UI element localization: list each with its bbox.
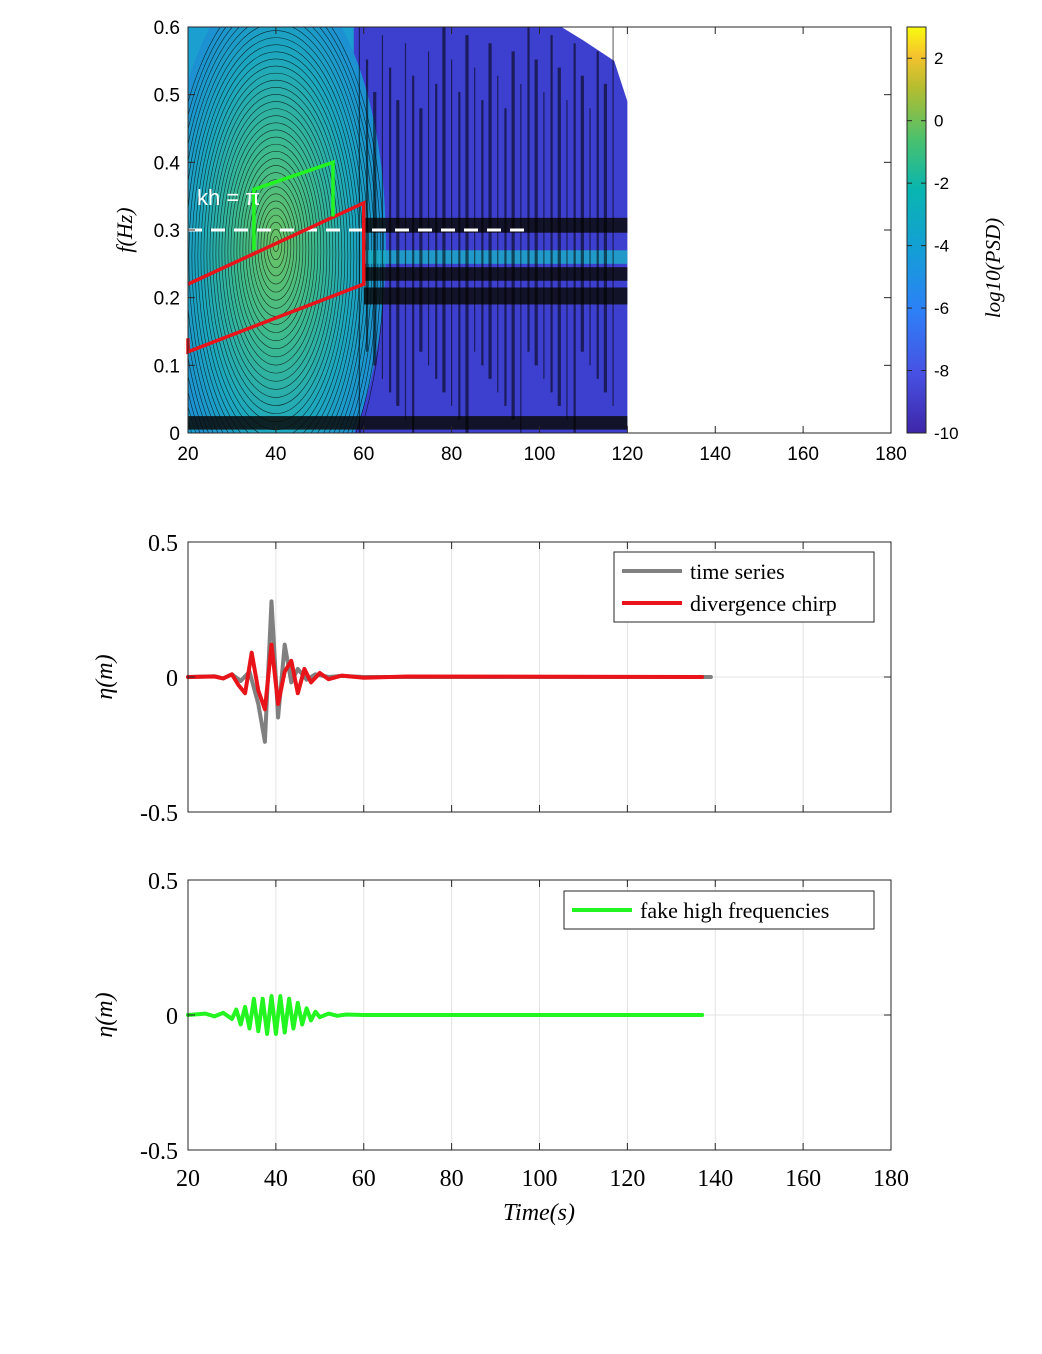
contour-line — [233, 143, 319, 358]
x-tick-label: 160 — [785, 1166, 821, 1192]
fake-hf-panel: 20 40 60 80 100 120 140 160 180 -0.5 0 0.5 η(m) Tim… — [92, 869, 909, 1226]
x-tick-label: 120 — [609, 1166, 645, 1192]
fake-hf-ylabel: η(m) — [92, 992, 118, 1037]
spectrum-empty-region — [482, 27, 628, 102]
spectrum-band — [363, 267, 628, 281]
x-tick-label: 20 — [176, 1166, 200, 1192]
x-tick-label: 140 — [697, 1166, 733, 1192]
colorbar-tick-label: 0 — [934, 112, 943, 131]
x-tick-label: 20 — [177, 444, 198, 465]
x-tick-label: 160 — [787, 444, 819, 465]
legend-box — [613, 551, 875, 623]
timeseries-lines — [186, 599, 713, 744]
x-tick-label: 40 — [264, 1166, 288, 1192]
contour-line — [239, 158, 313, 342]
kh-annotation: kh = π — [197, 185, 261, 210]
spectrum-band — [363, 287, 628, 305]
fake-hf-ticks: 20 40 60 80 100 120 140 160 180 -0.5 0 0.5 — [140, 869, 909, 1192]
x-tick-label: 100 — [524, 444, 556, 465]
x-tick-label: 100 — [522, 1166, 558, 1192]
y-tick-label: -0.5 — [140, 801, 178, 827]
x-tick-label: 180 — [875, 444, 907, 465]
x-tick-label: 60 — [352, 1166, 376, 1192]
contour-line — [260, 207, 292, 285]
legend-label-fake-high-frequencies: fake high frequencies — [640, 898, 829, 923]
spectrogram-xticks: 20 40 60 80 100 120 140 160 180 — [177, 27, 907, 465]
contour-line — [251, 186, 301, 309]
y-tick-label: 0.5 — [148, 531, 178, 557]
timeseries-ylabel: η(m) — [92, 654, 118, 699]
spectrum-band — [188, 416, 628, 430]
y-tick-label: 0.1 — [154, 356, 180, 377]
contour-line — [236, 150, 316, 350]
x-tick-label: 140 — [699, 444, 731, 465]
contour-line — [266, 221, 286, 269]
spectrum-peak — [188, 27, 386, 433]
contour-line — [242, 165, 310, 333]
contour-line — [257, 200, 295, 293]
x-tick-label: 180 — [873, 1166, 909, 1192]
x-tick-label: 60 — [353, 444, 374, 465]
colorbar-tick-label: 2 — [934, 49, 943, 68]
colorbar-tick-label: -8 — [934, 362, 949, 381]
colorbar-tick-label: -10 — [934, 424, 959, 443]
contour-line — [263, 214, 289, 277]
spectrogram-panel: 20 40 60 80 100 120 140 160 180 00.10.20.30.40.5… — [112, 18, 1005, 465]
x-tick-label: 120 — [612, 444, 644, 465]
y-tick-label: 0.6 — [154, 18, 180, 39]
y-tick-label: 0.2 — [154, 289, 180, 310]
legend-label-divergence-chirp: divergence chirp — [690, 591, 837, 616]
colorbar-ticks: -10 -8 -6 -4 -2 0 2 — [907, 49, 959, 443]
y-tick-label: -0.5 — [140, 1139, 178, 1165]
colorbar-gradient — [906, 26, 927, 434]
series-line-fake-high-frequencies — [186, 994, 705, 1036]
contour-line — [245, 172, 307, 325]
y-tick-label: 0 — [166, 1004, 178, 1030]
y-tick-label: 0.5 — [148, 869, 178, 895]
spectrogram-ylabel: f(Hz) — [112, 207, 137, 252]
timeseries-legend: time series divergence chirp — [613, 551, 875, 623]
series-line-divergence-chirp — [186, 642, 705, 712]
x-tick-label: 80 — [440, 1166, 464, 1192]
colorbar-label: log10(PSD) — [981, 218, 1005, 318]
y-tick-label: 0 — [169, 424, 180, 445]
contour-line — [224, 122, 328, 382]
spectrogram-contours — [188, 27, 628, 433]
spectrum-band — [363, 250, 628, 264]
legend-label-time-series: time series — [690, 559, 785, 584]
y-tick-label: 0.4 — [154, 153, 181, 174]
timeseries-panel: -0.5 0 0.5 η(m) time series divergence chi… — [92, 531, 892, 827]
colorbar-tick-label: -4 — [934, 237, 949, 256]
contour-line — [203, 72, 349, 433]
colorbar-tick-label: -2 — [934, 174, 949, 193]
contour-line — [227, 129, 325, 374]
contour-line — [215, 101, 337, 406]
contour-line — [221, 115, 331, 390]
x-tick-label: 80 — [441, 444, 462, 465]
fake-hf-legend: fake high frequencies — [563, 890, 875, 930]
fake-hf-lines — [186, 994, 705, 1036]
contour-line — [212, 94, 340, 414]
contour-line — [197, 58, 355, 433]
x-tick-label: 40 — [265, 444, 286, 465]
y-tick-label: 0.5 — [154, 86, 180, 107]
contour-line — [218, 108, 334, 398]
contour-line — [194, 51, 358, 433]
contour-line — [230, 136, 322, 366]
green-selection-polygon — [252, 159, 335, 251]
timeseries-ticks: -0.5 0 0.5 — [140, 531, 892, 827]
y-tick-label: 0 — [166, 666, 178, 692]
spectrogram-yticks: 0 0.1 0.2 0.3 0.4 0.5 0.6 — [154, 18, 891, 445]
contour-line — [200, 65, 352, 433]
y-tick-label: 0.3 — [154, 221, 180, 242]
fake-hf-xlabel: Time(s) — [503, 1200, 575, 1226]
colorbar: -10 -8 -6 -4 -2 0 2 log10(PSD) — [906, 26, 1005, 443]
colorbar-tick-label: -6 — [934, 299, 949, 318]
